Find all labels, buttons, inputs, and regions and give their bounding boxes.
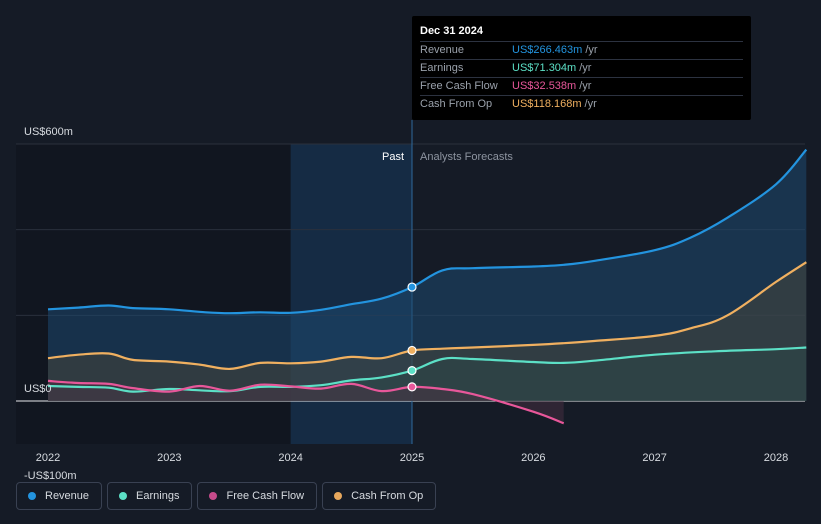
tooltip-unit: /yr: [585, 44, 598, 56]
tooltip-date: Dec 31 2024: [420, 24, 743, 42]
x-tick-label: 2022: [36, 452, 60, 464]
data-tooltip: Dec 31 2024 Revenue US$266.463m /yr Earn…: [412, 16, 751, 120]
legend-item-earnings[interactable]: Earnings: [107, 482, 193, 510]
series-area-revenue: [48, 149, 807, 401]
legend-item-cash-from-op[interactable]: Cash From Op: [322, 482, 437, 510]
legend-dot-icon: [209, 492, 218, 500]
marker-cash-from-op: [407, 345, 417, 356]
forecast-label: Analysts Forecasts: [420, 151, 513, 163]
tooltip-label: Earnings: [420, 62, 464, 74]
legend-label: Free Cash Flow: [226, 490, 305, 502]
x-tick-label: 2023: [157, 452, 181, 464]
legend-dot-icon: [119, 492, 128, 500]
tooltip-unit: /yr: [579, 62, 592, 74]
chart-legend: Revenue Earnings Free Cash Flow Cash Fro…: [16, 482, 437, 510]
x-tick-label: 2027: [642, 452, 666, 464]
y-tick-label: US$600m: [24, 126, 73, 138]
marker-free-cash-flow: [407, 382, 417, 392]
legend-label: Earnings: [136, 490, 180, 502]
tooltip-unit: /yr: [579, 80, 592, 92]
y-tick-label: US$0: [24, 383, 52, 395]
tooltip-row-cash-from-op: Cash From Op US$118.168m /yr: [420, 96, 743, 113]
legend-item-free-cash-flow[interactable]: Free Cash Flow: [197, 482, 318, 510]
tooltip-row-revenue: Revenue US$266.463m /yr: [420, 42, 743, 60]
x-tick-label: 2024: [278, 452, 302, 464]
tooltip-value: US$266.463m: [512, 44, 583, 56]
x-tick-label: 2026: [521, 452, 545, 464]
legend-dot-icon: [28, 492, 36, 500]
past-label: Past: [382, 151, 404, 163]
series-line-revenue: [47, 148, 808, 315]
tooltip-value: US$71.304m: [512, 62, 577, 74]
legend-label: Cash From Op: [351, 490, 424, 502]
marker-earnings: [407, 365, 417, 376]
tooltip-value: US$118.168m: [512, 98, 582, 110]
tooltip-label: Cash From Op: [420, 98, 493, 110]
x-tick-label: 2025: [400, 452, 424, 464]
tooltip-label: Revenue: [420, 44, 465, 56]
marker-revenue: [407, 282, 417, 292]
tooltip-value: US$32.538m: [512, 80, 577, 92]
series-line-free-cash-flow: [47, 379, 565, 425]
x-tick-label: 2028: [764, 452, 788, 464]
legend-label: Revenue: [45, 490, 90, 502]
y-tick-label: -US$100m: [24, 470, 77, 482]
tooltip-row-free-cash-flow: Free Cash Flow US$32.538m /yr: [420, 78, 743, 96]
legend-item-revenue[interactable]: Revenue: [16, 482, 103, 510]
tooltip-unit: /yr: [584, 98, 597, 110]
series-line-cash-from-op: [47, 261, 807, 371]
series-area-earnings: [48, 347, 807, 401]
legend-dot-icon: [334, 492, 343, 500]
tooltip-label: Free Cash Flow: [420, 80, 498, 92]
tooltip-row-earnings: Earnings US$71.304m /yr: [420, 60, 743, 78]
